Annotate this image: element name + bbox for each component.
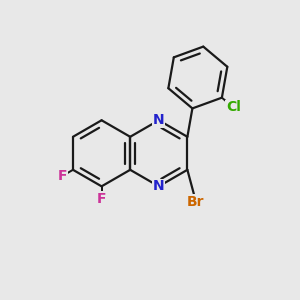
Text: F: F (97, 192, 106, 206)
Text: Br: Br (187, 195, 205, 209)
Text: N: N (153, 179, 165, 193)
Text: Cl: Cl (226, 100, 241, 114)
Text: F: F (57, 169, 67, 183)
Text: N: N (153, 113, 165, 127)
